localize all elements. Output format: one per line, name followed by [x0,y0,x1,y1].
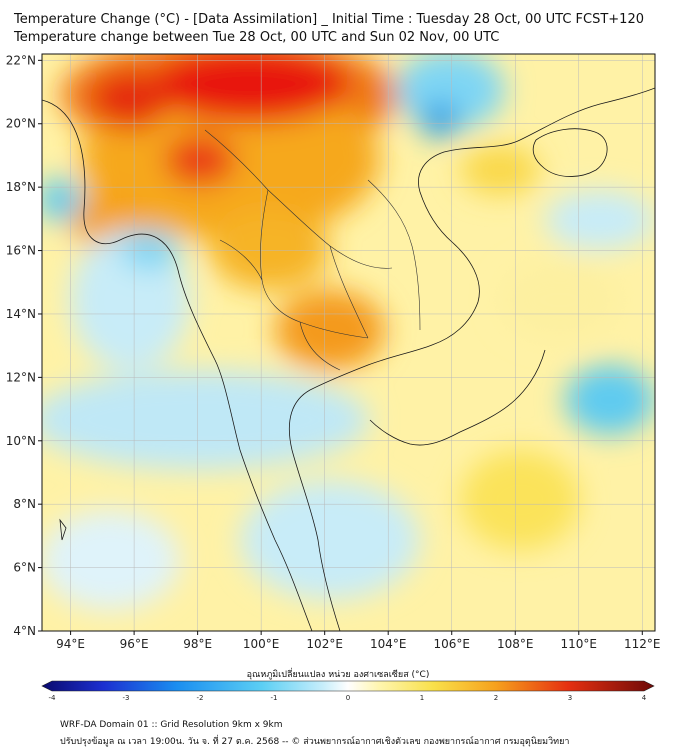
colorbar-tick-label: 2 [494,694,498,700]
graticule [42,54,655,631]
lat-tick-label: 10°N [6,434,36,448]
colorbar-title: อุณหภูมิเปลี่ยนแปลง หน่วย องศาเซลเซียส (… [246,670,430,680]
footer-credit: ปรับปรุงข้อมูล ณ เวลา 19:00น. วัน จ. ที่… [60,737,570,747]
latitude-axis: 22°N 20°N 18°N 16°N 14°N 12°N 10°N 8°N 6°N 4°N [6,53,42,638]
colorbar-tick-label: -4 [49,694,57,700]
lon-tick-label: 106°E [433,637,470,651]
lat-tick-label: 4°N [13,624,36,638]
lat-tick-label: 20°N [6,117,36,131]
chart-title: Temperature Change (°C) - [Data Assimila… [14,12,644,27]
colorbar-tick-label: 1 [420,694,424,700]
lat-tick-label: 12°N [6,370,36,384]
map-frame [41,53,656,632]
colorbar: -4 -3 -2 -1 0 1 2 3 4 [41,680,655,700]
coastlines [42,87,655,631]
lon-tick-label: 96°E [120,637,149,651]
colorbar-tick-label: -2 [197,694,204,700]
lon-tick-label: 102°E [306,637,343,651]
lon-tick-label: 104°E [370,637,407,651]
longitude-axis: 94°E 96°E 98°E 100°E 102°E 104°E 106°E 108°E 110… [56,631,661,651]
lon-tick-label: 94°E [56,637,85,651]
lat-tick-label: 16°N [6,244,36,258]
lon-tick-label: 112°E [624,637,661,651]
temperature-map: 22°N 20°N 18°N 16°N 14°N 12°N 10°N 8°N 6°N 4°N 94… [6,53,661,700]
lat-tick-label: 18°N [6,180,36,194]
lon-tick-label: 108°E [497,637,534,651]
colorbar-tick-label: -3 [123,694,130,700]
colorbar-tick-label: -1 [271,694,278,700]
lon-tick-label: 98°E [183,637,212,651]
country-borders [204,129,421,371]
chart-subtitle: Temperature change between Tue 28 Oct, 0… [14,30,500,45]
lon-tick-label: 110°E [561,637,598,651]
colorbar-gradient [41,680,655,692]
lat-tick-label: 8°N [13,497,36,511]
lat-tick-label: 14°N [6,307,36,321]
temperature-field [42,54,655,631]
colorbar-tick-label: 0 [346,694,350,700]
lat-tick-label: 22°N [6,53,36,67]
colorbar-ticks: -4 -3 -2 -1 0 1 2 3 4 [49,694,647,700]
colorbar-tick-label: 3 [568,694,572,700]
colorbar-tick-label: 4 [642,694,647,700]
lat-tick-label: 6°N [13,561,36,575]
lon-tick-label: 100°E [243,637,280,651]
footer-model-info: WRF-DA Domain 01 :: Grid Resolution 9km … [60,720,283,730]
